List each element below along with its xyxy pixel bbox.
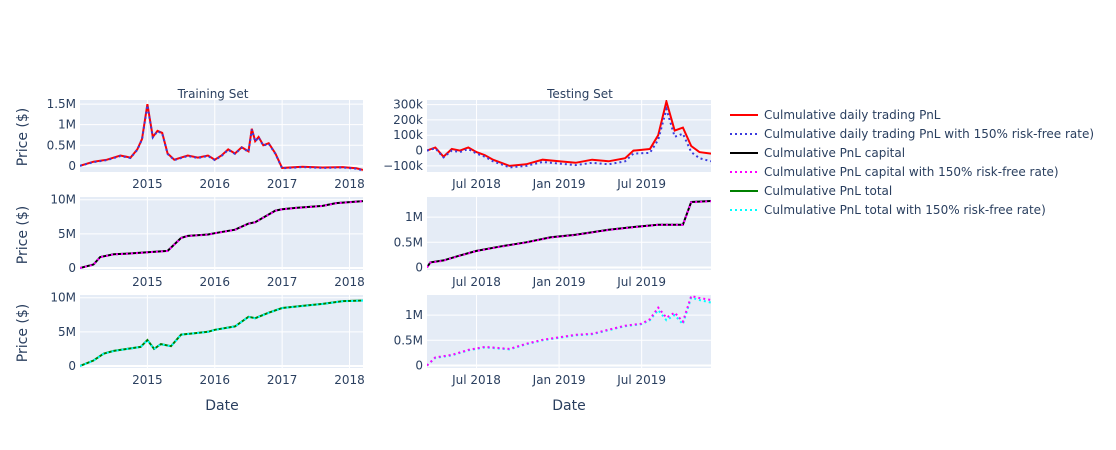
- x-tick-label: Jul 2019: [616, 275, 666, 289]
- y-axis-label-row1: Price ($): [15, 108, 31, 166]
- subplot-title-testing: Testing Set: [546, 87, 613, 101]
- x-tick-label: 2015: [132, 373, 163, 387]
- legend-label-trading: Culmulative daily trading PnL: [764, 108, 941, 122]
- x-tick-label: 2017: [267, 275, 298, 289]
- series-line-trading_rf: [80, 105, 363, 172]
- legend: Culmulative daily trading PnL Culmulative…: [730, 108, 1094, 217]
- y-tick-label: 1M: [405, 210, 423, 224]
- plot-area: [427, 295, 711, 368]
- x-tick-label: 2018: [334, 177, 365, 191]
- legend-label-total: Culmulative PnL total: [764, 184, 892, 198]
- series-line-trading: [427, 100, 711, 167]
- y-tick-label: 0: [415, 260, 423, 274]
- x-tick-label: Jul 2018: [451, 373, 501, 387]
- y-tick-label: 200k: [393, 113, 423, 127]
- x-axis-label-right: Date: [552, 398, 585, 414]
- y-tick-label: 0.5M: [394, 333, 423, 347]
- x-axis-labels: Date Date: [205, 398, 585, 414]
- panel-train-trading: 2015 2016 2017 2018 0 0.5M 1M 1.5M: [47, 97, 365, 191]
- series-line-total_rf: [80, 299, 363, 367]
- legend-label-capital_rf: Culmulative PnL capital with 150% risk-f…: [764, 165, 1059, 179]
- x-tick-label: Jan 2019: [532, 275, 586, 289]
- y-tick-label: 0.5M: [394, 235, 423, 249]
- y-tick-label: 0: [68, 261, 76, 275]
- y-tick-label: 1M: [405, 308, 423, 322]
- y-axis-label-row2: Price ($): [15, 206, 31, 264]
- x-tick-label: 2015: [132, 177, 163, 191]
- y-tick-label: 0: [415, 144, 423, 158]
- plot-area: [80, 100, 363, 172]
- plot-area: [427, 197, 711, 270]
- panel-test-total: Jul 2018 Jan 2019 Jul 2019 0 0.5M 1M: [394, 295, 711, 387]
- y-axis-labels: Price ($) Price ($) Price ($): [15, 108, 31, 362]
- legend-label-total_rf: Culmulative PnL total with 150% risk-fre…: [764, 203, 1046, 217]
- y-tick-label: 0: [68, 159, 76, 173]
- panel-test-capital: Jul 2018 Jan 2019 Jul 2019 0 0.5M 1M: [394, 197, 711, 289]
- panel-train-capital: 2015 2016 2017 2018 0 5M 10M: [50, 193, 364, 289]
- subplot-title-training: Training Set: [177, 87, 249, 101]
- subplot-grid: 2015 2016 2017 2018 0 0.5M 1M 1.5M Jul 2018 Jan 2…: [47, 97, 711, 387]
- y-tick-label: −100k: [383, 159, 423, 173]
- x-tick-label: 2016: [199, 275, 230, 289]
- x-tick-label: Jul 2018: [451, 275, 501, 289]
- series-line-capital_rf: [80, 200, 363, 269]
- x-tick-label: Jul 2019: [616, 177, 666, 191]
- x-tick-label: 2018: [334, 373, 365, 387]
- legend-label-trading_rf: Culmulative daily trading PnL with 150% …: [764, 127, 1094, 141]
- y-tick-label: 300k: [393, 98, 423, 112]
- x-tick-label: 2015: [132, 275, 163, 289]
- y-tick-label: 0: [68, 359, 76, 373]
- y-tick-label: 0.5M: [47, 138, 76, 152]
- x-tick-label: 2018: [334, 275, 365, 289]
- y-tick-label: 0: [415, 358, 423, 372]
- x-tick-label: 2017: [267, 373, 298, 387]
- y-tick-label: 10M: [50, 193, 76, 207]
- legend-label-capital: Culmulative PnL capital: [764, 146, 905, 160]
- x-axis-label-left: Date: [205, 398, 238, 414]
- x-tick-label: 2016: [199, 177, 230, 191]
- x-tick-label: Jul 2018: [451, 177, 501, 191]
- x-tick-label: Jul 2019: [616, 373, 666, 387]
- x-tick-label: 2017: [267, 177, 298, 191]
- y-tick-label: 5M: [58, 325, 76, 339]
- x-tick-label: Jan 2019: [532, 177, 586, 191]
- y-tick-label: 5M: [58, 227, 76, 241]
- subplot-titles: Training Set Testing Set: [177, 87, 614, 101]
- y-tick-label: 10M: [50, 291, 76, 305]
- y-tick-label: 1M: [58, 118, 76, 132]
- x-tick-label: 2016: [199, 373, 230, 387]
- series-line-trading_rf: [427, 105, 711, 169]
- y-tick-label: 100k: [393, 128, 423, 142]
- series-line-capital: [427, 200, 711, 269]
- panel-train-total: 2015 2016 2017 2018 0 5M 10M: [50, 291, 364, 387]
- x-tick-label: Jan 2019: [532, 373, 586, 387]
- y-axis-label-row3: Price ($): [15, 304, 31, 362]
- y-tick-label: 1.5M: [47, 97, 76, 111]
